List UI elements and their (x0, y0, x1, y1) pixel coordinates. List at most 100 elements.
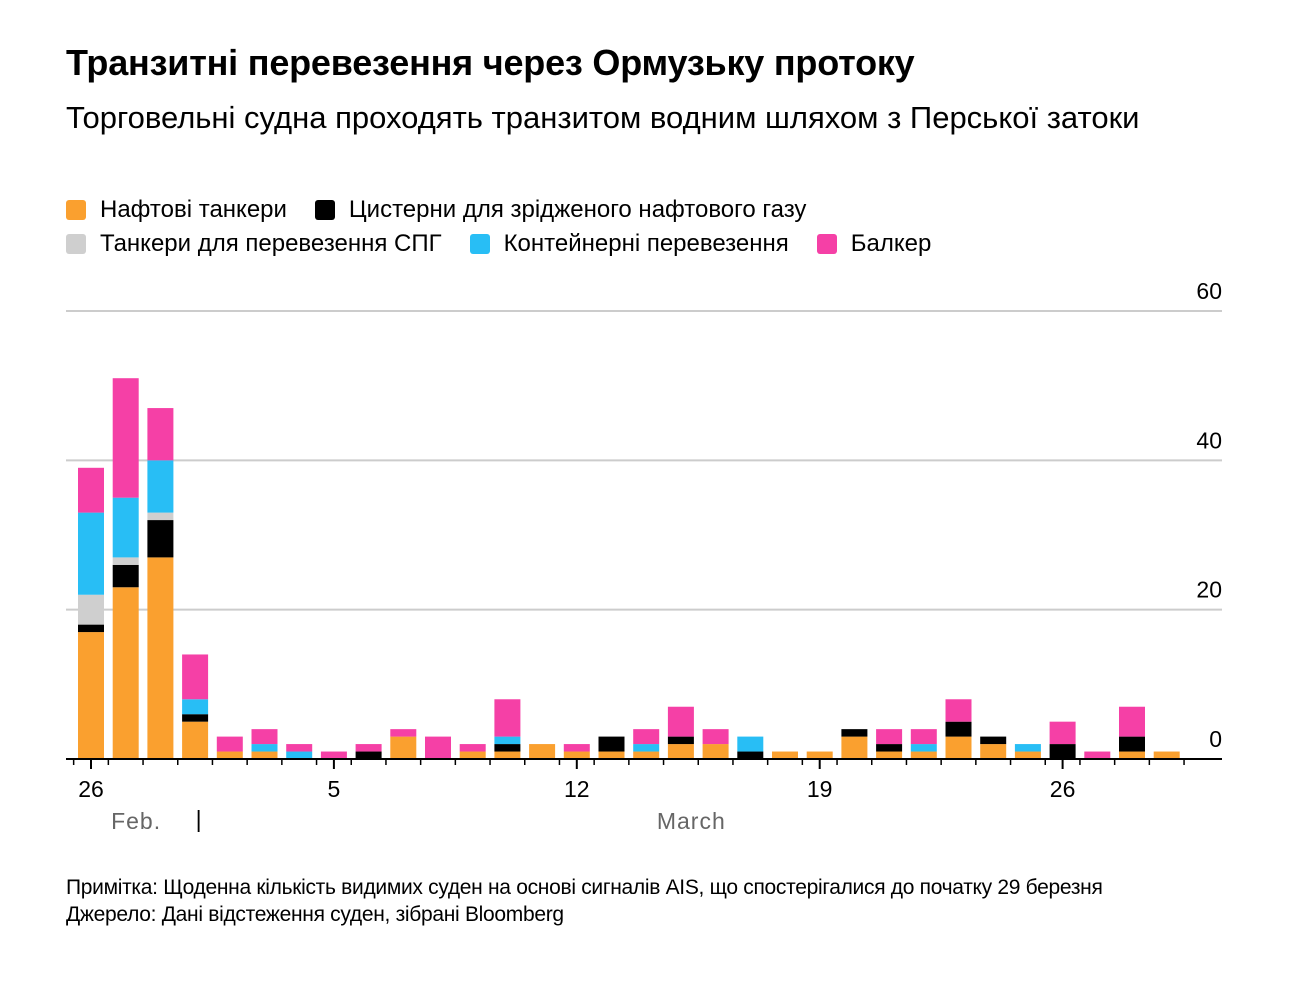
bar-segment (355, 744, 382, 752)
bar-segment (702, 729, 729, 745)
legend-item-lpg-carriers: Цистерни для зрідженого нафтового газу (314, 196, 807, 224)
bar-segment (182, 699, 209, 715)
legend-item-oil-tankers: Нафтові танкери (66, 196, 287, 224)
y-tick-label: 0 (1209, 726, 1222, 752)
bar-segment (633, 751, 660, 759)
x-tick-label: 26 (1050, 776, 1076, 802)
bar-segment (459, 744, 486, 752)
legend-label-lng-tankers: Танкери для перевезення СПГ (100, 230, 442, 257)
bar-segment (494, 699, 521, 737)
bar-segment (355, 751, 382, 759)
bar-segment (945, 721, 972, 737)
y-tick-label: 40 (1196, 427, 1222, 453)
legend-swatch-container-ships (469, 234, 490, 254)
bar-segment (1014, 751, 1041, 759)
stacked-bar-chart: 0 20 40 60 26 5 12 19 26 Feb. March | (66, 278, 1222, 834)
bar-segment (563, 744, 590, 752)
legend-label-lpg-carriers: Цистерни для зрідженого нафтового газу (348, 196, 807, 223)
bar-segment (772, 751, 798, 759)
bar-segment (147, 460, 174, 513)
bar-segment (390, 736, 417, 759)
bar-segment (1119, 736, 1145, 752)
bar-segment (841, 729, 868, 737)
bar-segment (251, 751, 278, 759)
bar-segment (1014, 744, 1041, 752)
y-tick-label: 20 (1196, 577, 1222, 603)
bar-segment (945, 736, 972, 759)
bar-segment (563, 751, 590, 759)
bar-segment (910, 729, 937, 745)
bar-segment (78, 594, 104, 625)
legend-row: Танкери для перевезення СПГ Контейнерні … (66, 227, 1066, 261)
x-tick-label: 5 (328, 776, 341, 802)
bar-segment (78, 632, 104, 759)
bar-segment (147, 408, 174, 461)
bar-segment (633, 729, 660, 745)
legend-row: Нафтові танкери Цистерни для зрідженого … (66, 193, 1066, 227)
legend-swatch-oil-tankers (66, 200, 86, 220)
legend-label-oil-tankers: Нафтові танкери (100, 196, 287, 223)
bar-segment (425, 736, 451, 759)
bar-segment (147, 520, 174, 558)
legend-item-lng-tankers: Танкери для перевезення СПГ (66, 230, 442, 258)
bar-segment (737, 751, 764, 759)
bar-segment (78, 467, 104, 513)
bar-segment (876, 744, 903, 752)
x-tick-label: 12 (564, 776, 590, 802)
bar-segment (980, 744, 1007, 759)
bar-segment (1119, 706, 1145, 737)
bar-segment (806, 751, 833, 759)
x-tick-label: 26 (78, 776, 104, 802)
chart-title: Транзитні перевезення через Ормузьку про… (66, 42, 915, 83)
bar-segment (910, 744, 937, 752)
legend-label-bulkers: Балкер (850, 230, 932, 257)
bar-segment (216, 736, 243, 752)
legend-label-container-ships: Контейнерні перевезення (503, 230, 789, 257)
bar-segment (494, 736, 521, 745)
bar-segment (633, 744, 660, 752)
bar-segment (251, 744, 278, 752)
bar-segment (494, 751, 521, 759)
note-text: Примітка: Щоденна кількість видимих суде… (66, 876, 1103, 899)
bar-segment (112, 587, 139, 759)
bar-segment (598, 751, 625, 759)
bar-segment (1153, 751, 1180, 759)
bar-segment (667, 736, 694, 745)
footnote: Примітка: Щоденна кількість видимих суде… (66, 874, 1103, 928)
bar-segment (1119, 751, 1145, 759)
bar-segment (876, 751, 903, 759)
bar-segment (598, 736, 625, 752)
bar-segment (182, 654, 209, 700)
bar-segment (459, 751, 486, 759)
bar-segment (320, 751, 347, 759)
bar-segment (390, 729, 417, 737)
legend: Нафтові танкери Цистерни для зрідженого … (66, 193, 1066, 261)
source-text: Джерело: Дані відстеження суден, зібрані… (66, 903, 564, 926)
bar-segment (702, 744, 729, 759)
bar-segment (876, 729, 903, 745)
bar-segment (910, 751, 937, 759)
legend-swatch-bulkers (816, 234, 837, 254)
y-tick-label: 60 (1196, 278, 1222, 304)
bar-segment (286, 751, 313, 759)
bar-segment (841, 736, 868, 759)
bar-segment (147, 557, 174, 759)
bar-segment (286, 744, 313, 752)
bar-segment (529, 744, 556, 759)
bar-segment (667, 744, 694, 759)
bar-segment (78, 512, 104, 595)
legend-item-container-ships: Контейнерні перевезення (469, 230, 789, 258)
bar-segment (112, 378, 139, 498)
chart-subtitle: Торговельні судна проходять транзитом во… (66, 100, 1140, 135)
bar-segment (1084, 751, 1111, 759)
bar-segment (667, 706, 694, 737)
legend-swatch-lng-tankers (66, 234, 86, 254)
bar-segment (216, 751, 243, 759)
month-label: Feb. (111, 808, 161, 834)
bar-segment (112, 557, 139, 565)
legend-swatch-lpg-carriers (314, 200, 335, 220)
x-tick-label: 19 (807, 776, 833, 802)
bar-segment (1049, 721, 1076, 745)
bar-segment (251, 729, 278, 745)
bar-segment (182, 714, 209, 722)
